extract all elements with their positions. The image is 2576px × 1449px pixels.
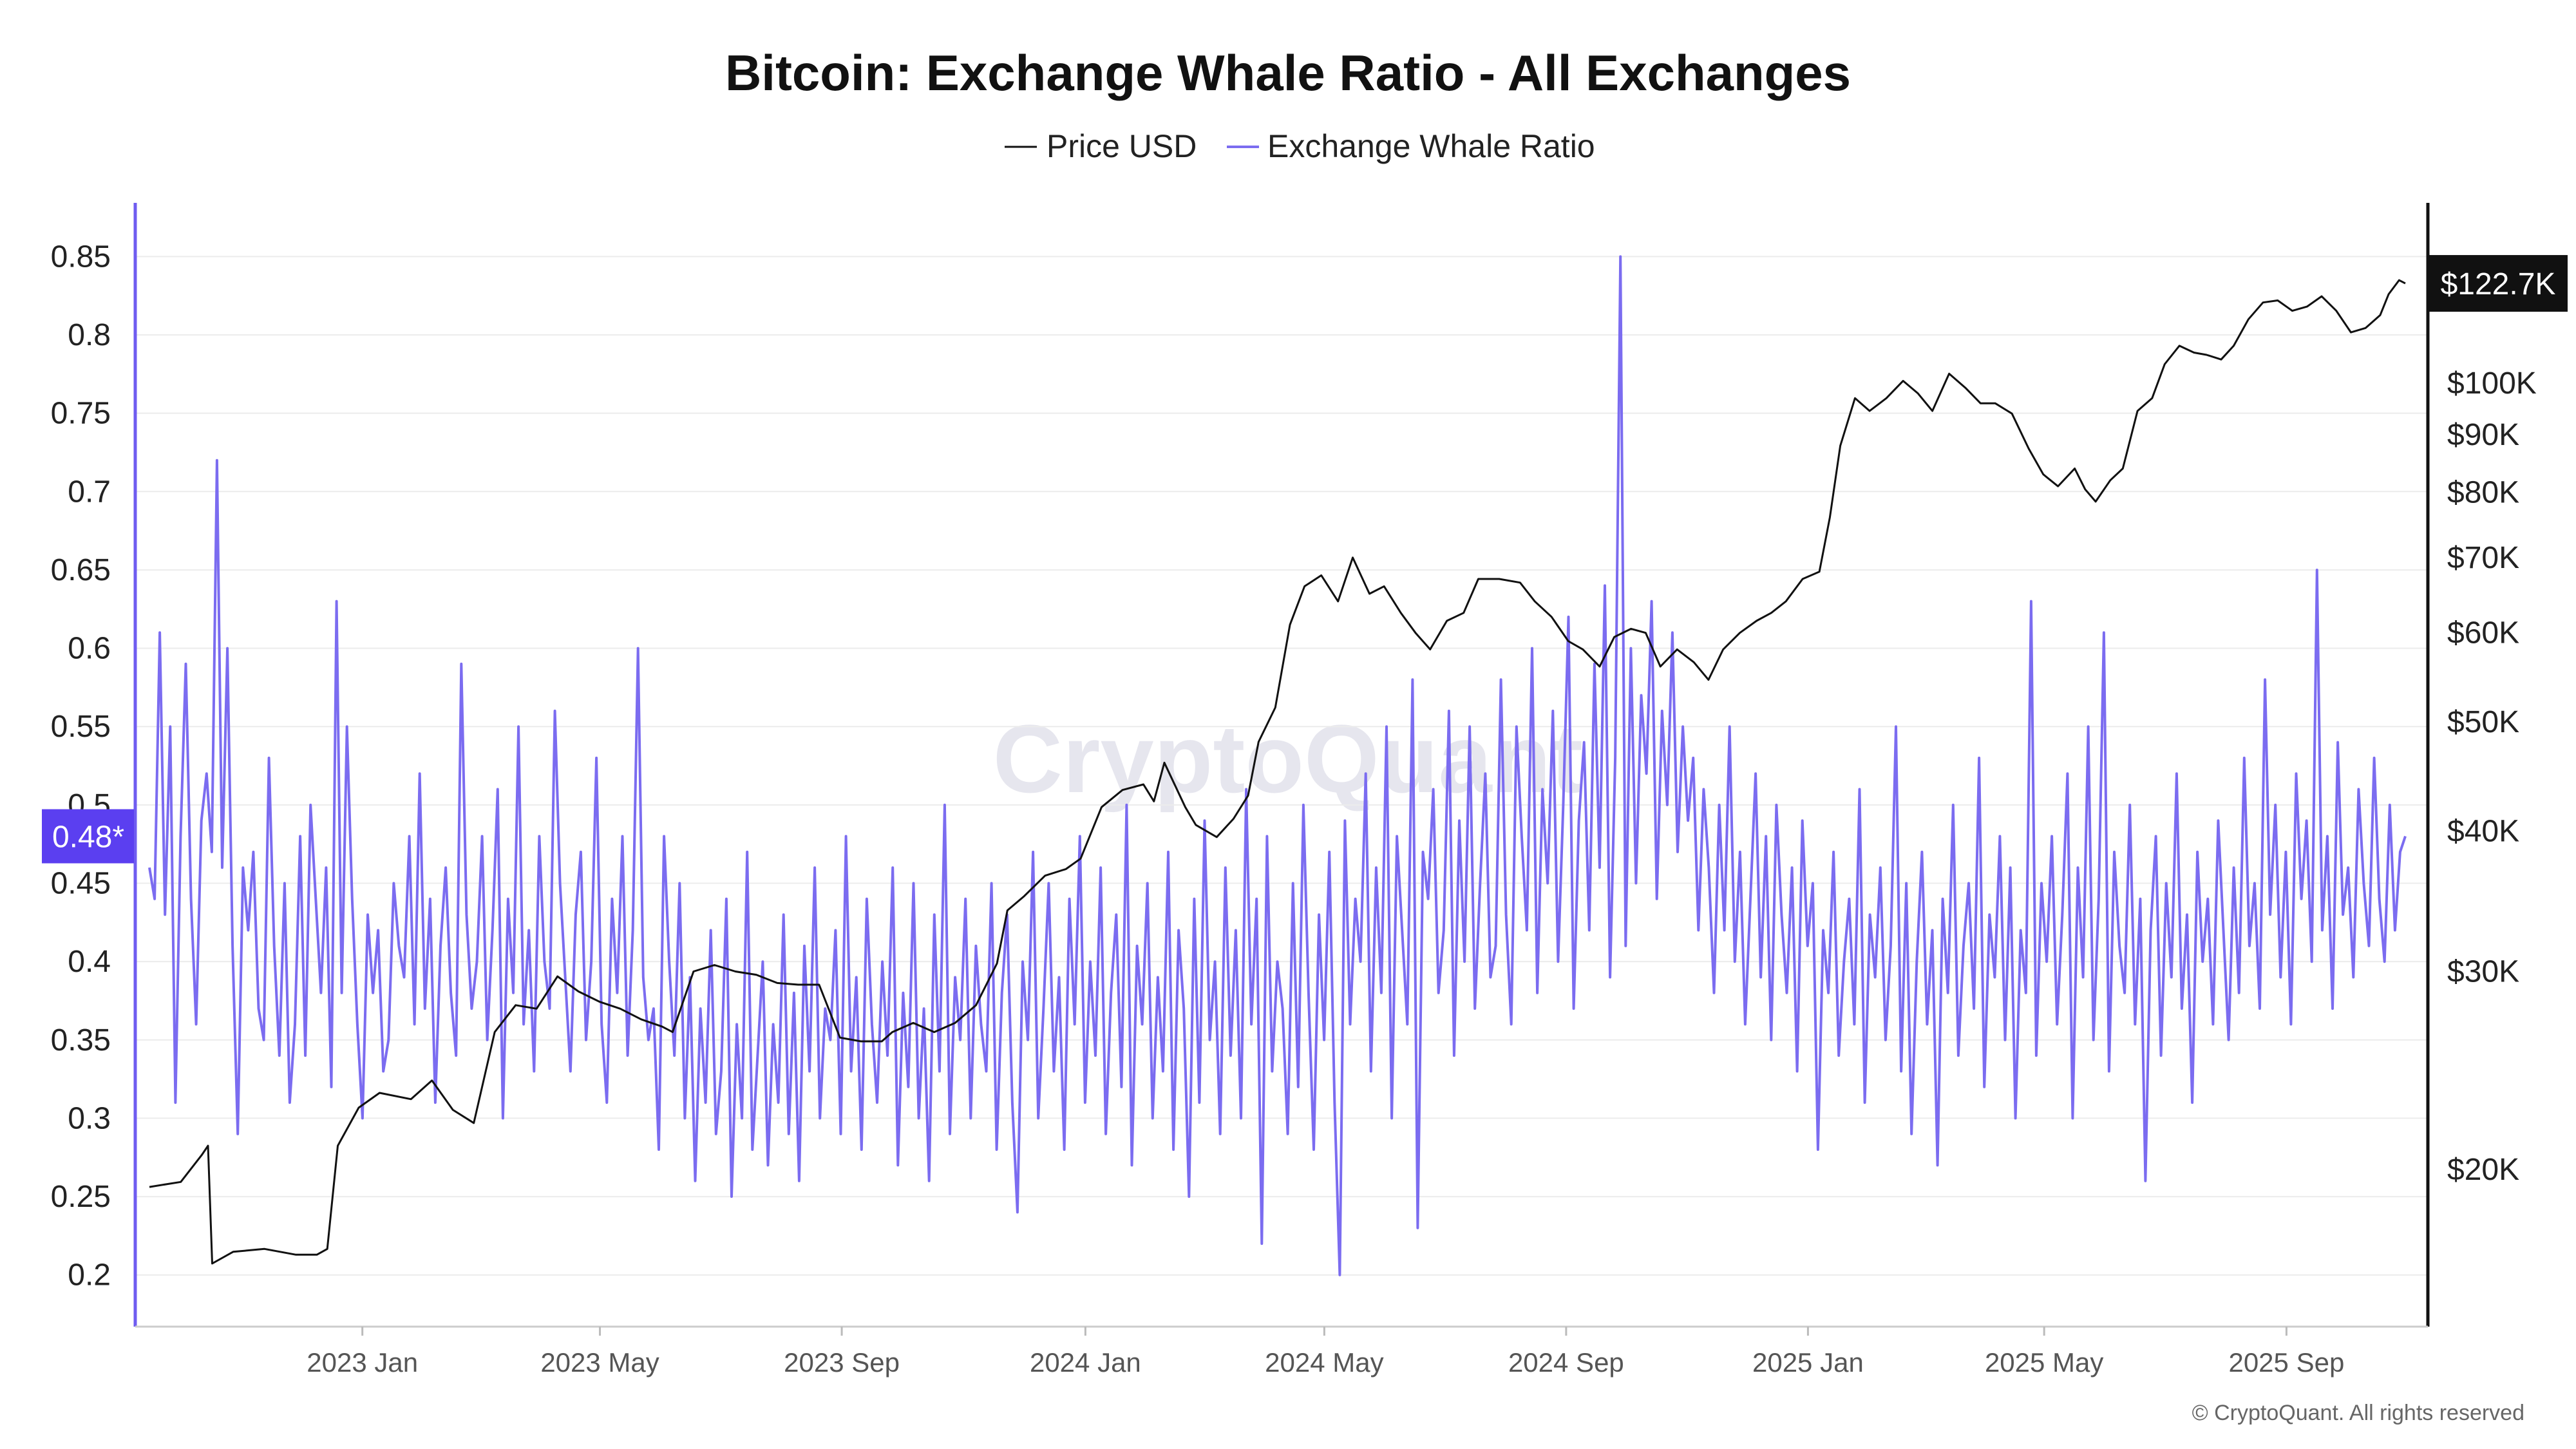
gridlines: [135, 256, 2428, 1276]
left-tick-label: 0.25: [51, 1180, 111, 1214]
x-tick-label: 2023 Sep: [784, 1347, 900, 1378]
left-axis-ticks: 0.20.250.30.350.40.450.50.550.60.650.70.…: [51, 240, 111, 1292]
left-tick-label: 0.4: [68, 945, 111, 979]
left-tick-label: 0.7: [68, 475, 111, 509]
legend: Price USD Exchange Whale Ratio: [1005, 128, 1595, 164]
legend-label-price[interactable]: Price USD: [1046, 128, 1197, 164]
right-current-badge: [2429, 255, 2568, 312]
left-tick-label: 0.75: [51, 397, 111, 431]
right-tick-label: $40K: [2447, 814, 2519, 848]
left-tick-label: 0.35: [51, 1023, 111, 1057]
left-tick-label: 0.85: [51, 240, 111, 274]
series-exchange-whale-ratio[interactable]: [148, 255, 2407, 1276]
right-tick-label: $70K: [2447, 541, 2519, 575]
right-axis-ticks: $20K $30K $40K $50K $60K $70K $80K $90K $100K: [2447, 366, 2537, 1187]
left-current-badge: [42, 809, 134, 864]
right-tick-label: $80K: [2447, 475, 2519, 509]
x-tick-label: 2023 May: [540, 1347, 659, 1378]
x-tick-label: 2025 Jan: [1752, 1347, 1864, 1378]
left-current-label: 0.48*: [52, 820, 124, 855]
axes: [133, 203, 2430, 1328]
left-tick-label: 0.6: [68, 632, 111, 666]
x-tick-label: 2024 Jan: [1030, 1347, 1141, 1378]
right-tick-label: $60K: [2447, 616, 2519, 650]
legend-label-whale[interactable]: Exchange Whale Ratio: [1267, 128, 1595, 164]
right-current-label: $122.7K: [2441, 267, 2556, 301]
watermark: CryptoQuant: [993, 705, 1584, 813]
right-tick-label: $100K: [2447, 366, 2537, 401]
series-price-usd[interactable]: [149, 279, 2406, 1265]
right-tick-label: $90K: [2447, 418, 2519, 452]
left-tick-label: 0.3: [68, 1101, 111, 1135]
x-tick-label: 2024 Sep: [1508, 1347, 1624, 1378]
current-value-badges: 0.48* $122.7K: [42, 255, 2568, 864]
x-tick-label: 2024 May: [1265, 1347, 1383, 1378]
left-tick-label: 0.8: [68, 318, 111, 352]
left-tick-label: 0.55: [51, 710, 111, 744]
chart-title: Bitcoin: Exchange Whale Ratio - All Exch…: [725, 44, 1851, 101]
left-tick-label: 0.45: [51, 867, 111, 901]
x-tick-label: 2025 Sep: [2228, 1347, 2344, 1378]
x-tick-label: 2023 Jan: [307, 1347, 418, 1378]
x-tick-label: 2025 May: [1985, 1347, 2103, 1378]
series-lines: [148, 255, 2407, 1276]
left-tick-label: 0.2: [68, 1258, 111, 1293]
left-tick-label: 0.65: [51, 553, 111, 587]
copyright: © CryptoQuant. All rights reserved: [2192, 1401, 2524, 1425]
right-tick-label: $20K: [2447, 1153, 2519, 1187]
right-tick-label: $30K: [2447, 954, 2519, 989]
x-axis-ticks: 2023 Jan 2023 May 2023 Sep 2024 Jan 2024 May…: [307, 1327, 2344, 1378]
right-tick-label: $50K: [2447, 705, 2519, 739]
